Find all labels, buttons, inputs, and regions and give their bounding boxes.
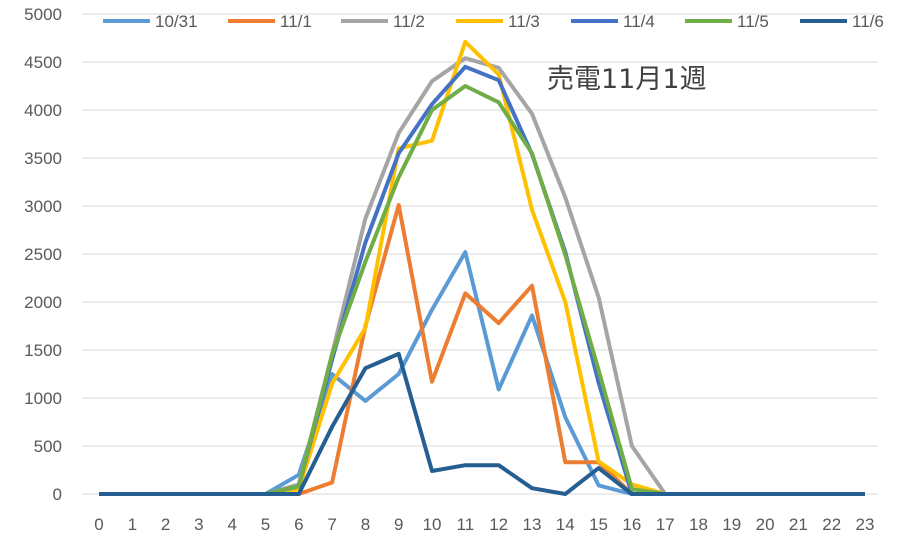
x-tick-label: 7 [327,515,336,534]
y-tick-label: 2500 [24,245,62,264]
series-line-11/6 [99,351,865,496]
legend-label: 11/3 [508,12,540,31]
legend-label: 10/31 [155,12,198,31]
y-tick-label: 500 [34,437,62,456]
series-line-10/31 [99,250,865,496]
x-tick-label: 12 [489,515,508,534]
x-tick-label: 19 [722,515,741,534]
chart-title: 売電11月1週 [547,64,707,95]
y-axis-ticks: 0 500 1000 1500 2000 2500 3000 3500 4000 4500 5000 [24,5,62,504]
x-tick-label: 11 [457,515,475,534]
x-tick-label: 0 [94,515,103,534]
legend-label: 11/1 [280,12,312,31]
x-tick-label: 21 [789,515,808,534]
legend-entry: 11/6 [800,12,884,31]
series-line-11/2 [99,56,865,496]
legend-label: 11/2 [393,12,425,31]
y-tick-label: 4500 [24,53,62,72]
y-tick-label: 3500 [24,149,62,168]
x-tick-label: 23 [856,515,875,534]
x-tick-label: 22 [822,515,841,534]
legend-label: 11/5 [737,12,769,31]
x-tick-label: 18 [689,515,708,534]
legend-entry: 11/1 [228,12,312,31]
y-tick-label: 5000 [24,5,62,24]
legend-entry: 11/5 [685,12,769,31]
series-line-11/5 [99,84,865,496]
x-axis-ticks: 0 1 2 3 4 5 6 7 8 9 10 11 12 13 14 15 16 17 18 19 20 21 22 23 [94,515,874,534]
x-tick-label: 16 [622,515,641,534]
legend-entry: 11/2 [341,12,425,31]
x-tick-label: 13 [522,515,541,534]
y-tick-label: 0 [53,485,62,504]
x-tick-label: 4 [227,515,236,534]
legend-entry: 11/4 [571,12,655,31]
x-tick-label: 17 [656,515,675,534]
x-tick-label: 14 [556,515,575,534]
y-tick-label: 3000 [24,197,62,216]
y-tick-label: 2000 [24,293,62,312]
x-tick-label: 3 [194,515,203,534]
x-tick-label: 8 [361,515,370,534]
x-tick-label: 1 [128,515,137,534]
x-tick-label: 10 [423,515,442,534]
x-tick-label: 6 [294,515,303,534]
y-tick-label: 4000 [24,101,62,120]
legend-entry: 11/3 [456,12,540,31]
legend-label: 11/6 [852,12,884,31]
gridlines [82,13,878,495]
series-line-11/4 [99,64,865,496]
legend: 10/31 11/1 11/2 11/3 11/4 11/5 11/6 [103,12,884,31]
series-lines [99,39,865,496]
y-tick-label: 1000 [24,389,62,408]
legend-entry: 10/31 [103,12,198,31]
x-tick-label: 9 [394,515,403,534]
x-tick-label: 5 [261,515,270,534]
x-tick-label: 15 [589,515,608,534]
y-tick-label: 1500 [24,341,62,360]
x-tick-label: 2 [161,515,170,534]
x-tick-label: 20 [756,515,775,534]
legend-label: 11/4 [623,12,655,31]
